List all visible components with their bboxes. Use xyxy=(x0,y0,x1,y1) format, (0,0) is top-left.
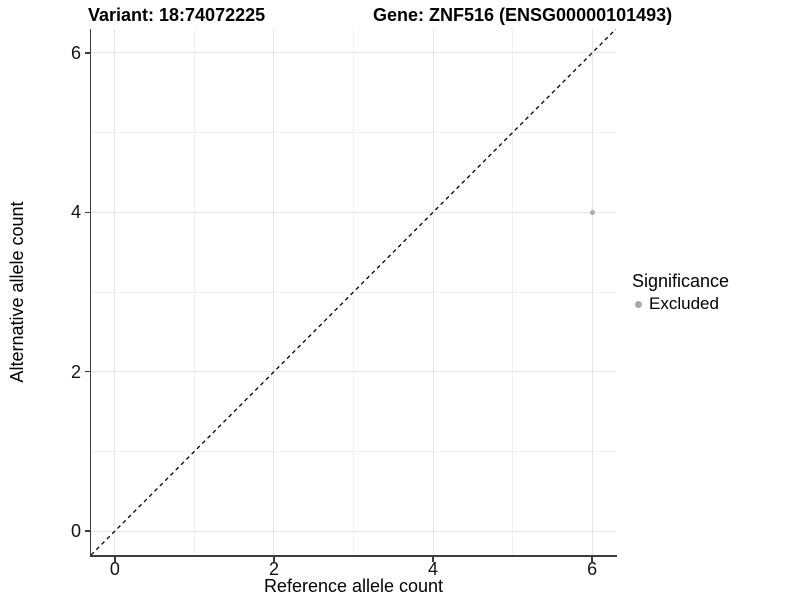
y-major-gridline xyxy=(91,530,616,532)
y-tick-label: 0 xyxy=(70,521,81,542)
y-tick-label: 2 xyxy=(70,361,81,382)
x-tick-label: 0 xyxy=(109,559,120,579)
y-tick-label: 4 xyxy=(70,202,81,223)
y-tick-label: 6 xyxy=(70,42,81,63)
y-minor-gridline xyxy=(91,450,616,452)
y-major-gridline xyxy=(91,211,616,213)
data-point xyxy=(589,209,595,215)
legend-entries: Excluded xyxy=(632,294,729,314)
x-major-gridline xyxy=(591,29,593,555)
x-axis-title: Reference allele count xyxy=(263,576,444,596)
x-major-gridline xyxy=(273,29,275,555)
x-tick-label: 2 xyxy=(268,559,279,579)
legend-point-swatch xyxy=(635,300,642,308)
y-major-gridline xyxy=(91,371,616,373)
plot-panel xyxy=(91,29,616,555)
identity-reference-line xyxy=(91,29,616,555)
y-axis-line xyxy=(89,29,91,557)
legend-entry-label: Excluded xyxy=(649,294,719,313)
y-tick-mark xyxy=(84,211,90,214)
variant-title: Variant: 18:74072225 xyxy=(88,5,266,25)
gene-title: Gene: ZNF516 (ENSG00000101493) xyxy=(373,5,673,25)
x-major-gridline xyxy=(114,29,116,555)
x-tick-mark xyxy=(114,556,116,562)
y-axis-title: Alternative allele count xyxy=(7,201,27,383)
x-tick-label: 4 xyxy=(428,559,439,579)
y-minor-gridline xyxy=(91,132,616,134)
x-tick-mark xyxy=(273,556,275,562)
y-minor-gridline xyxy=(91,291,616,293)
x-major-gridline xyxy=(432,29,434,555)
x-tick-mark xyxy=(591,556,593,562)
x-axis-line xyxy=(89,555,617,557)
y-tick-mark xyxy=(84,530,90,532)
legend: Significance Excluded xyxy=(632,271,729,314)
legend-entry: Excluded xyxy=(632,294,729,314)
y-tick-mark xyxy=(84,52,90,54)
y-tick-mark xyxy=(84,370,90,373)
x-tick-mark xyxy=(432,556,434,562)
y-major-gridline xyxy=(91,52,616,54)
x-tick-label: 6 xyxy=(587,559,598,579)
legend-title: Significance xyxy=(632,271,730,291)
